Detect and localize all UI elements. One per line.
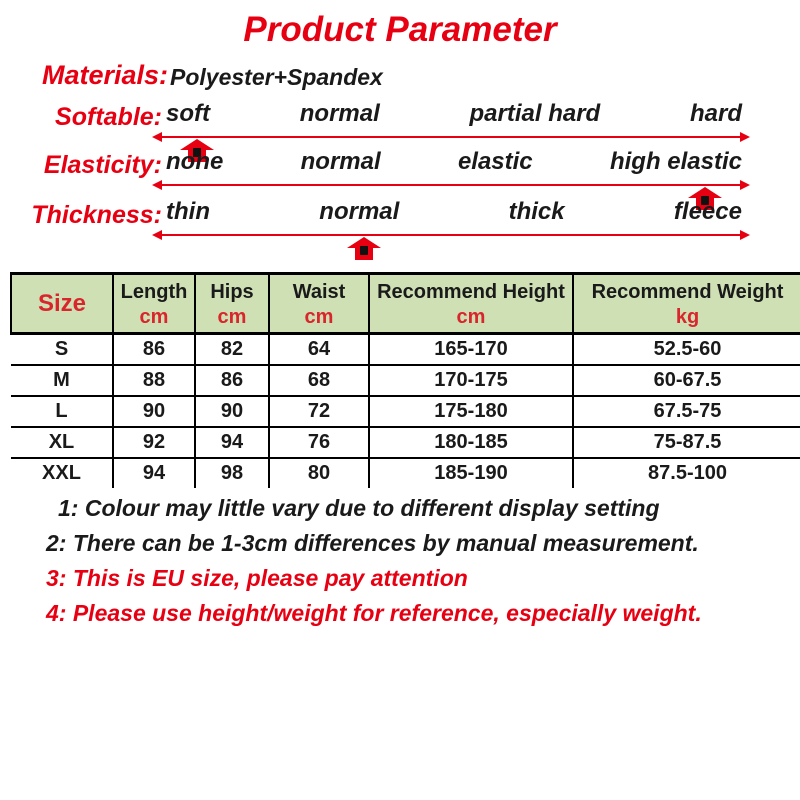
scale-softable: Softable: soft normal partial hard hard [0, 100, 800, 166]
arrow-up-marker-icon [347, 237, 382, 260]
cell-length: 94 [112, 458, 196, 488]
cell-size: M [11, 365, 114, 397]
cell-height: 175-180 [368, 396, 574, 428]
cell-size: S [11, 333, 114, 366]
cell-height: 165-170 [368, 333, 574, 366]
column-header-size: Size [10, 272, 114, 335]
cell-waist: 68 [268, 365, 370, 397]
cell-length: 92 [112, 427, 196, 459]
note-line: 2: There can be 1-3cm differences by man… [46, 530, 699, 556]
scale-thickness: Thickness: thin normal thick fleece [0, 198, 800, 264]
note-line: 1: Colour may little vary due to differe… [58, 495, 660, 521]
scale-option: elastic [457, 148, 533, 175]
scale-option: fleece [673, 198, 742, 225]
cell-length: 86 [112, 333, 196, 366]
double-arrow-line-icon [152, 132, 750, 142]
cell-hips: 86 [194, 365, 270, 397]
scale-option: none [166, 148, 224, 175]
table-row: XXL 94 98 80 185-190 87.5-100 [11, 458, 800, 488]
column-header-recommend-height: Recommend Height cm [368, 272, 574, 335]
scale-option: thick [508, 198, 565, 225]
scale-option: thin [166, 198, 210, 225]
scale-track [162, 139, 740, 163]
cell-waist: 80 [268, 458, 370, 488]
scale-elasticity-options: none normal elastic high elastic [166, 148, 742, 176]
scale-option: normal [299, 100, 380, 127]
cell-size: XL [11, 427, 114, 459]
scale-track [162, 187, 740, 211]
cell-hips: 82 [194, 333, 270, 366]
materials-label: Materials: [42, 60, 169, 90]
cell-size: L [11, 396, 114, 428]
cell-length: 90 [112, 396, 196, 428]
table-row: L 90 90 72 175-180 67.5-75 [11, 396, 800, 428]
table-row: M 88 86 68 170-175 60-67.5 [11, 365, 800, 397]
scale-thickness-label: Thickness: [31, 201, 162, 229]
cell-length: 88 [112, 365, 196, 397]
scale-thickness-options: thin normal thick fleece [166, 198, 742, 226]
scale-option: hard [689, 100, 742, 127]
cell-height: 185-190 [368, 458, 574, 488]
page-title: Product Parameter [243, 10, 557, 49]
arrow-up-marker-icon [179, 139, 214, 162]
materials-row: Materials: Polyester+Spandex [0, 60, 800, 94]
table-header-row: Size Length cm Hips cm Waist cm Recomme [10, 272, 800, 335]
footnotes: 1: Colour may little vary due to differe… [46, 491, 786, 631]
cell-hips: 90 [194, 396, 270, 428]
column-header-waist: Waist cm [268, 272, 370, 335]
materials-value: Polyester+Spandex [170, 64, 383, 90]
cell-weight: 87.5-100 [572, 458, 800, 488]
cell-weight: 60-67.5 [572, 365, 800, 397]
size-chart-table: Size Length cm Hips cm Waist cm Recomme [10, 272, 800, 488]
scale-option: normal [319, 198, 400, 225]
cell-hips: 98 [194, 458, 270, 488]
column-header-length: Length cm [112, 272, 196, 335]
table-row: S 86 82 64 165-170 52.5-60 [11, 333, 800, 366]
scale-option: high elastic [609, 148, 742, 175]
cell-weight: 52.5-60 [572, 333, 800, 366]
arrow-up-marker-icon [688, 187, 723, 210]
scale-elasticity: Elasticity: none normal elastic high ela… [0, 148, 800, 214]
cell-hips: 94 [194, 427, 270, 459]
double-arrow-line-icon [152, 230, 750, 240]
size-chart: Size Length cm Hips cm Waist cm Recomme [10, 272, 800, 488]
column-header-recommend-weight: Recommend Weight kg [572, 272, 800, 335]
cell-waist: 76 [268, 427, 370, 459]
scale-track [162, 237, 740, 261]
cell-weight: 67.5-75 [572, 396, 800, 428]
scale-option: soft [166, 100, 210, 127]
cell-waist: 72 [268, 396, 370, 428]
cell-size: XXL [11, 458, 114, 488]
cell-weight: 75-87.5 [572, 427, 800, 459]
scale-softable-label: Softable: [55, 103, 162, 131]
scale-option: partial hard [469, 100, 601, 127]
table-row: XL 92 94 76 180-185 75-87.5 [11, 427, 800, 459]
cell-waist: 64 [268, 333, 370, 366]
note-line: 4: Please use height/weight for referenc… [46, 600, 702, 626]
scale-softable-options: soft normal partial hard hard [166, 100, 742, 128]
double-arrow-line-icon [152, 180, 750, 190]
note-line: 3: This is EU size, please pay attention [46, 565, 468, 591]
scale-option: normal [300, 148, 381, 175]
column-header-hips: Hips cm [194, 272, 270, 335]
scale-elasticity-label: Elasticity: [43, 151, 162, 179]
cell-height: 180-185 [368, 427, 574, 459]
cell-height: 170-175 [368, 365, 574, 397]
